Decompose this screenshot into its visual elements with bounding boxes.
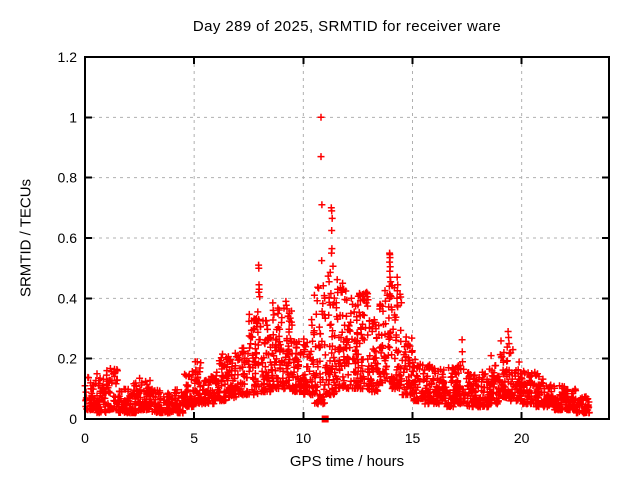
- chart-title: Day 289 of 2025, SRMTID for receiver war…: [192, 18, 502, 35]
- y-tick-label: 1: [69, 109, 77, 125]
- tick-marks: [84, 56, 609, 420]
- x-tick-label: 15: [405, 430, 421, 446]
- y-tick-label: 0.2: [58, 351, 78, 367]
- data-points: [81, 113, 593, 417]
- y-tick-label: 0.6: [58, 230, 78, 246]
- x-tick-label: 5: [190, 430, 198, 446]
- x-tick-label: 10: [296, 430, 312, 446]
- tick-labels: 0 5 10 15 20 0 0.2 0.4 0.6 0.8 1 1.2: [58, 49, 530, 446]
- y-tick-label: 1.2: [58, 49, 78, 65]
- y-tick-label: 0.8: [58, 170, 78, 186]
- x-axis-label: GPS time / hours: [289, 453, 405, 470]
- y-tick-label: 0: [69, 411, 77, 427]
- x-tick-label: 0: [81, 430, 89, 446]
- x-tick-label: 20: [514, 430, 530, 446]
- y-tick-label: 0.4: [58, 290, 78, 306]
